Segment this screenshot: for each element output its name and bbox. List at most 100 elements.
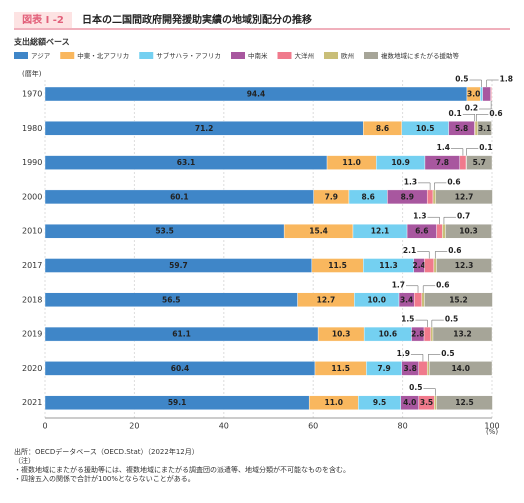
bar-segment (442, 223, 446, 239)
data-label: 5.8 (455, 124, 468, 133)
x-tick-label: 0 (42, 422, 47, 431)
leader-line (418, 182, 431, 190)
x-tick-label: 60 (308, 422, 318, 431)
bar-segment (434, 395, 437, 410)
badge: 図表 I -2 (22, 13, 64, 26)
data-label: 10.3 (459, 227, 478, 236)
data-label: 12.5 (455, 398, 474, 407)
x-tick-label: 20 (129, 422, 139, 431)
data-label: 12.3 (455, 261, 474, 270)
leader-line (443, 216, 456, 225)
data-label: 0.7 (457, 212, 470, 221)
y-tick-label: 1980 (22, 124, 42, 133)
legend-swatch (60, 52, 75, 59)
leader-line (462, 114, 476, 122)
leader-line (466, 148, 479, 156)
data-label: 9.5 (373, 398, 386, 407)
leader-line (417, 251, 430, 259)
leader-line (479, 101, 492, 110)
data-label: 0.5 (409, 383, 422, 392)
data-label: 10.5 (416, 124, 435, 133)
legend-label: 欧州 (341, 51, 354, 60)
data-label: 8.6 (362, 192, 375, 201)
data-label: 3.1 (478, 124, 491, 133)
y-tick-label: 2020 (22, 364, 42, 373)
data-label: 5.7 (473, 158, 486, 167)
bar-segment (430, 326, 434, 342)
data-label: 1.4 (437, 143, 450, 152)
data-label: 3.0 (467, 90, 480, 99)
bar-segment (445, 223, 492, 239)
subtitle: 支出総額ベース (13, 37, 70, 47)
data-label: 2.8 (411, 330, 424, 339)
bar-segment (424, 258, 435, 273)
data-label: 1.5 (401, 315, 414, 324)
data-label: 4.0 (403, 398, 416, 407)
data-label: 56.5 (162, 295, 181, 304)
data-label: 8.9 (401, 192, 414, 201)
legend-swatch (324, 52, 338, 59)
legend-label: 複数地域にまたがる援助等 (381, 51, 460, 60)
data-label: 1.3 (404, 177, 417, 186)
data-label: 7.9 (325, 192, 338, 201)
legend-swatch (139, 52, 154, 59)
legend-label: 大洋州 (295, 51, 315, 60)
bar-segment (418, 361, 428, 376)
data-label: 12.7 (455, 192, 474, 201)
legend-swatch (14, 52, 28, 59)
data-label: 0.1 (448, 109, 461, 118)
data-label: 0.1 (479, 143, 492, 152)
data-label: 3.5 (420, 398, 433, 407)
data-label: 0.5 (455, 75, 468, 84)
data-label: 59.1 (168, 398, 187, 407)
bar-segment (426, 361, 430, 376)
leader-line (428, 354, 441, 362)
data-label: 0.6 (448, 246, 461, 255)
data-label: 61.1 (172, 330, 191, 339)
data-label: 10.9 (391, 158, 410, 167)
note: 出所：OECDデータベース（OECD.Stat）（2022年12月） (14, 447, 199, 456)
y-tick-label: 2019 (22, 330, 42, 339)
data-label: 1.7 (392, 280, 405, 289)
legend-swatch (277, 52, 292, 59)
y-tick-label: 1970 (22, 90, 42, 99)
data-label: 8.6 (376, 124, 389, 133)
data-label: 6.6 (415, 227, 428, 236)
bar-segment (433, 258, 437, 273)
bar-segment (490, 86, 492, 102)
leader-line (406, 285, 419, 293)
bar-segment (424, 292, 493, 307)
data-label: 7.8 (436, 158, 449, 167)
leader-line (476, 114, 489, 122)
x-tick-label: 80 (398, 422, 408, 431)
data-label: 63.1 (177, 158, 196, 167)
bar-segment (432, 189, 436, 205)
data-label: 60.4 (171, 364, 190, 373)
bar-segment (436, 223, 443, 239)
bar-segment (459, 155, 467, 170)
x-tick-label: 100 (484, 422, 499, 431)
data-label: 14.0 (451, 364, 470, 373)
leader-line (434, 182, 447, 190)
x-tick-label: 40 (219, 422, 229, 431)
data-label: 13.2 (453, 330, 472, 339)
bar-segment (414, 292, 423, 307)
leader-line (423, 388, 436, 396)
data-label: 11.0 (325, 398, 344, 407)
data-label: 0.6 (436, 280, 449, 289)
data-label: 11.5 (328, 261, 347, 270)
data-label: 0.2 (465, 104, 478, 113)
data-label: 11.0 (342, 158, 361, 167)
bar-segment (423, 326, 431, 342)
data-label: 3.8 (404, 364, 417, 373)
badge-bg (14, 12, 72, 28)
data-label: 10.0 (367, 295, 386, 304)
y-tick-label: 2018 (22, 295, 42, 304)
title: 日本の二国間政府開発援助実績の地域別配分の推移 (82, 13, 312, 26)
data-label: 10.3 (332, 330, 351, 339)
legend-label: アジア (31, 52, 51, 60)
data-label: 71.2 (195, 124, 214, 133)
data-label: 15.4 (309, 227, 328, 236)
data-label: 1.3 (413, 212, 426, 221)
